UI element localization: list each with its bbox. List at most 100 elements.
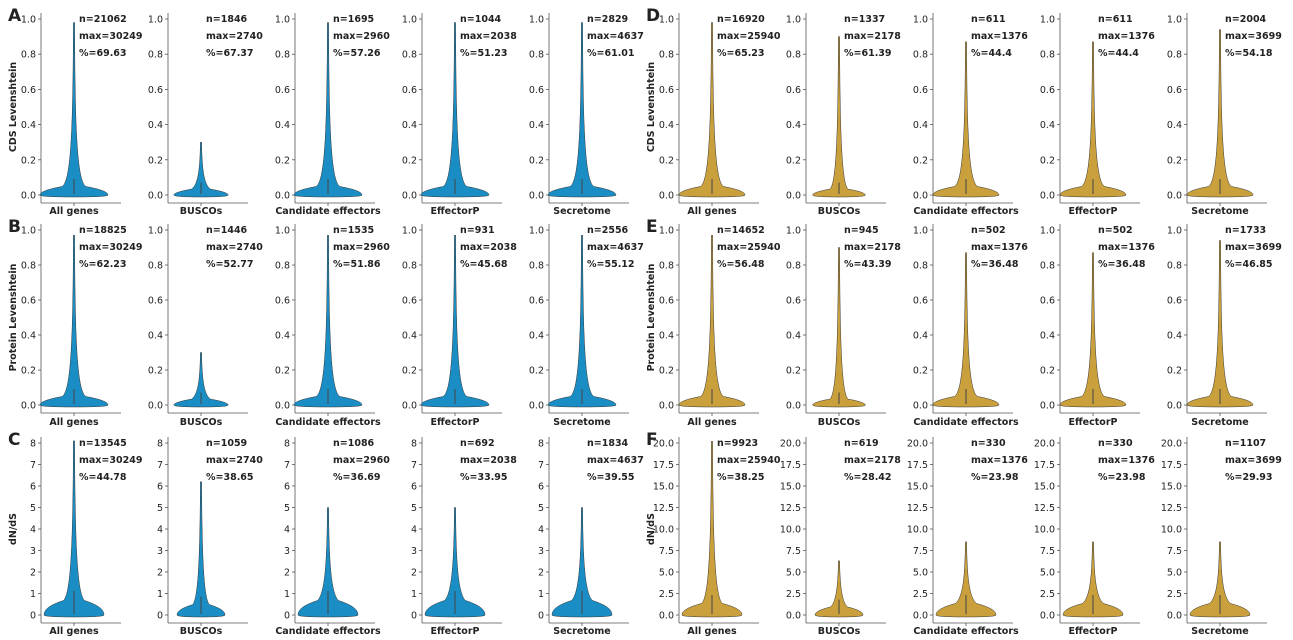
y-tick-label: 12.5 — [1161, 503, 1182, 514]
y-tick-label: 0.2 — [529, 366, 544, 377]
stat-pct: %=69.63 — [79, 48, 127, 59]
subplot-4: 0.0 2.5 5.0 7.5 10.0 12.5 15.0 17.5 20.0 Effector… — [1034, 437, 1155, 637]
category-label: All genes — [49, 206, 99, 217]
subplot-4: 0.0 0.2 0.4 0.6 0.8 1.0 EffectorP n=611 max=1376… — [1040, 13, 1155, 217]
violin-mark — [932, 252, 1000, 408]
violin-mark — [812, 247, 866, 408]
y-tick-label: 10.0 — [780, 525, 801, 536]
y-tick-label: 0.0 — [1167, 401, 1182, 412]
stat-max: max=4637 — [587, 31, 644, 42]
stat-n: n=330 — [971, 438, 1006, 449]
y-tick-label: 5.0 — [1040, 568, 1055, 579]
y-tick-label: 7 — [30, 460, 36, 471]
subplot-5: 0.0 0.2 0.4 0.6 0.8 1.0 Secretome n=2556 max=463… — [529, 224, 644, 428]
category-label: EffectorP — [1069, 206, 1118, 217]
stat-max: max=1376 — [971, 242, 1028, 253]
y-tick-label: 7.5 — [1040, 546, 1055, 557]
y-tick-label: 7.5 — [913, 546, 928, 557]
stat-n: n=1695 — [333, 14, 374, 25]
stat-pct: %=45.68 — [460, 259, 508, 270]
y-tick-label: 3 — [157, 546, 163, 557]
y-tick-label: 0.8 — [275, 261, 290, 272]
y-tick-label: 0.2 — [402, 155, 417, 166]
stat-n: n=1846 — [206, 14, 248, 25]
stat-n: n=2556 — [587, 225, 629, 236]
stat-pct: %=39.55 — [587, 472, 635, 483]
y-tick-label: 5.0 — [913, 568, 928, 579]
stat-pct: %=36.69 — [333, 472, 381, 483]
panel-e: E Protein Levenshtein 0.0 0.2 0.4 0.6 0.8 1.0 Al… — [646, 217, 1282, 428]
y-tick-label: 1.0 — [659, 226, 674, 237]
y-tick-label: 0.6 — [21, 296, 36, 307]
y-tick-label: 0.4 — [786, 331, 801, 342]
violin-mark — [43, 440, 105, 618]
category-label: All genes — [49, 626, 99, 637]
category-label: Secretome — [553, 206, 610, 217]
stat-pct: %=51.86 — [333, 259, 381, 270]
violin-mark — [1059, 252, 1127, 408]
y-tick-label: 0.6 — [148, 296, 163, 307]
y-tick-label: 0.2 — [1040, 366, 1055, 377]
y-tick-label: 6 — [284, 482, 290, 493]
y-tick-label: 1.0 — [659, 15, 674, 26]
y-tick-label: 5 — [284, 503, 290, 514]
y-tick-label: 1.0 — [913, 226, 928, 237]
y-tick-label: 5 — [157, 503, 163, 514]
panel-c: CdN/dS 0 1 2 3 4 5 6 7 8 All genes n=13545 max=30249… — [8, 430, 644, 637]
stat-max: max=25940 — [717, 455, 781, 466]
y-tick-label: 0.8 — [21, 50, 36, 61]
stat-pct: %=55.12 — [587, 259, 635, 270]
y-tick-label: 1.0 — [275, 226, 290, 237]
y-tick-label: 0.8 — [402, 261, 417, 272]
panel-d: D CDS Levenshtein 0.0 0.2 0.4 0.6 0.8 1.0 All ge… — [646, 6, 1282, 217]
violin-mark — [173, 141, 229, 198]
y-tick-label: 0.6 — [402, 296, 417, 307]
y-tick-label: 0.8 — [913, 261, 928, 272]
y-tick-label: 15.0 — [653, 482, 674, 493]
category-label: All genes — [687, 626, 737, 637]
y-tick-label: 0.2 — [1167, 366, 1182, 377]
stat-n: n=1535 — [333, 225, 374, 236]
stat-n: n=931 — [460, 225, 495, 236]
y-tick-label: 0.6 — [1040, 85, 1055, 96]
y-tick-label: 0.0 — [1040, 401, 1055, 412]
stat-n: n=2829 — [587, 14, 628, 25]
y-tick-label: 0.6 — [275, 296, 290, 307]
stat-pct: %=36.48 — [1098, 259, 1146, 270]
y-tick-label: 0.6 — [529, 296, 544, 307]
category-label: EffectorP — [431, 206, 480, 217]
violin-mark — [1059, 41, 1127, 198]
subplot-4: 0.0 0.2 0.4 0.6 0.8 1.0 EffectorP n=502 max=1376… — [1040, 224, 1155, 428]
y-tick-label: 0.4 — [659, 120, 674, 131]
y-tick-label: 20.0 — [653, 439, 674, 450]
y-tick-label: 0.8 — [275, 50, 290, 61]
y-tick-label: 20.0 — [1034, 439, 1055, 450]
subplot-4: 0.0 0.2 0.4 0.6 0.8 1.0 EffectorP n=931 max=2038… — [402, 224, 517, 428]
y-tick-label: 0.0 — [275, 401, 290, 412]
stat-max: max=2178 — [844, 455, 901, 466]
y-tick-label: 0 — [411, 611, 417, 622]
subplot-2: 0.0 0.2 0.4 0.6 0.8 1.0 BUSCOs n=1446 max=2740 %=… — [148, 224, 263, 428]
y-tick-label: 1.0 — [1040, 226, 1055, 237]
category-label: Candidate effectors — [275, 417, 381, 428]
panel-label: D — [646, 6, 660, 26]
y-tick-label: 0.8 — [529, 50, 544, 61]
y-tick-label: 0.8 — [786, 261, 801, 272]
y-tick-label: 10.0 — [653, 525, 674, 536]
stat-max: max=1376 — [971, 455, 1028, 466]
y-tick-label: 0.2 — [275, 155, 290, 166]
y-tick-label: 0.6 — [148, 85, 163, 96]
subplot-1: 0.0 0.2 0.4 0.6 0.8 1.0 All genes n=18825 max=30… — [21, 224, 142, 428]
subplot-4: 0.0 0.2 0.4 0.6 0.8 1.0 EffectorP n=1044 max=203… — [402, 13, 517, 217]
y-tick-label: 0.6 — [402, 85, 417, 96]
y-tick-label: 5 — [30, 503, 36, 514]
stat-pct: %=57.26 — [333, 48, 381, 59]
y-tick-label: 0.0 — [913, 401, 928, 412]
category-label: BUSCOs — [180, 206, 223, 217]
subplot-3: 0 1 2 3 4 5 6 7 8 Candidate effectors n=1086 max=29… — [275, 437, 390, 637]
stat-n: n=330 — [1098, 438, 1133, 449]
stat-pct: %=23.98 — [971, 472, 1019, 483]
y-tick-label: 0.2 — [1167, 155, 1182, 166]
y-tick-label: 0.0 — [148, 191, 163, 202]
stat-max: max=3699 — [1225, 31, 1282, 42]
